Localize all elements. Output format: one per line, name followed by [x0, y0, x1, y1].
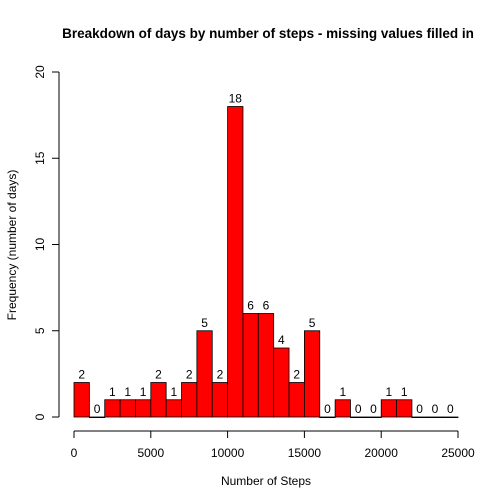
x-axis: 0 5000 10000 15000 20000 25000	[71, 430, 475, 460]
bar-count-label: 5	[309, 316, 316, 330]
bar-count-label: 1	[386, 385, 393, 399]
bar-count-label: 1	[170, 385, 177, 399]
y-tick-label: 10	[33, 238, 47, 252]
y-axis: 0 5 10 15 20	[33, 65, 60, 420]
histogram-bar	[334, 399, 351, 418]
histogram-bar	[396, 399, 413, 418]
histogram-bar	[273, 347, 290, 418]
x-tick-label: 15000	[288, 446, 322, 460]
y-tick-label: 15	[33, 151, 47, 165]
bar-count-label: 0	[447, 402, 454, 416]
x-axis-label: Number of Steps	[221, 474, 311, 488]
histogram-bar	[380, 399, 397, 418]
bar-count-label: 0	[355, 402, 362, 416]
bar-count-label: 1	[109, 385, 116, 399]
histogram-bar	[119, 399, 136, 418]
y-tick-label: 0	[33, 413, 47, 420]
histogram-bar	[257, 313, 275, 418]
histogram-bar	[150, 382, 167, 418]
x-tick-label: 5000	[137, 446, 164, 460]
histogram-bar	[411, 416, 428, 419]
bar-count-label: 2	[293, 368, 300, 382]
bar-count-label: 0	[370, 402, 377, 416]
bar-count-label: 2	[186, 368, 193, 382]
chart-title: Breakdown of days by number of steps - m…	[62, 26, 474, 41]
histogram-bar	[303, 330, 321, 418]
histogram-bar	[104, 399, 121, 418]
histogram-bar	[196, 330, 213, 418]
bar-count-label: 0	[416, 402, 423, 416]
bar-count-label: 5	[201, 316, 208, 330]
histogram-bar	[242, 313, 259, 418]
x-tick-label: 0	[71, 446, 78, 460]
bar-count-label: 6	[247, 299, 254, 313]
bar-count-label: 2	[217, 368, 224, 382]
histogram-bar	[211, 382, 229, 418]
y-tick-label: 20	[33, 65, 47, 79]
bar-count-label: 2	[78, 368, 85, 382]
bar-count-label: 1	[140, 385, 147, 399]
histogram-bar	[365, 416, 382, 419]
histogram-bar	[350, 416, 367, 419]
bar-count-label: 4	[278, 333, 285, 347]
y-tick-label: 5	[33, 327, 47, 334]
histogram-bar	[73, 382, 90, 418]
histogram-bar	[165, 399, 182, 418]
bar-count-label: 1	[339, 385, 346, 399]
bar-count-label: 0	[94, 402, 101, 416]
bar-count-label: 1	[124, 385, 131, 399]
histogram-bar	[181, 382, 198, 418]
bar-count-label: 2	[155, 368, 162, 382]
histogram-bar	[288, 382, 305, 418]
histogram-bar	[227, 106, 244, 418]
bar-count-label: 1	[401, 385, 408, 399]
bar-count-label: 0	[432, 402, 439, 416]
bar-count-label: 0	[324, 402, 331, 416]
bars-group	[73, 106, 459, 419]
x-tick-label: 25000	[441, 446, 475, 460]
histogram-bar	[442, 416, 459, 419]
bar-count-label: 18	[229, 92, 243, 106]
x-tick-label: 10000	[211, 446, 245, 460]
histogram-bar	[426, 416, 444, 419]
y-axis-label: Frequency (number of days)	[5, 170, 19, 321]
bar-count-label: 6	[263, 299, 270, 313]
histogram-bar	[319, 416, 336, 419]
histogram-bar	[135, 399, 152, 418]
x-tick-label: 20000	[365, 446, 399, 460]
histogram-bar	[88, 416, 106, 419]
